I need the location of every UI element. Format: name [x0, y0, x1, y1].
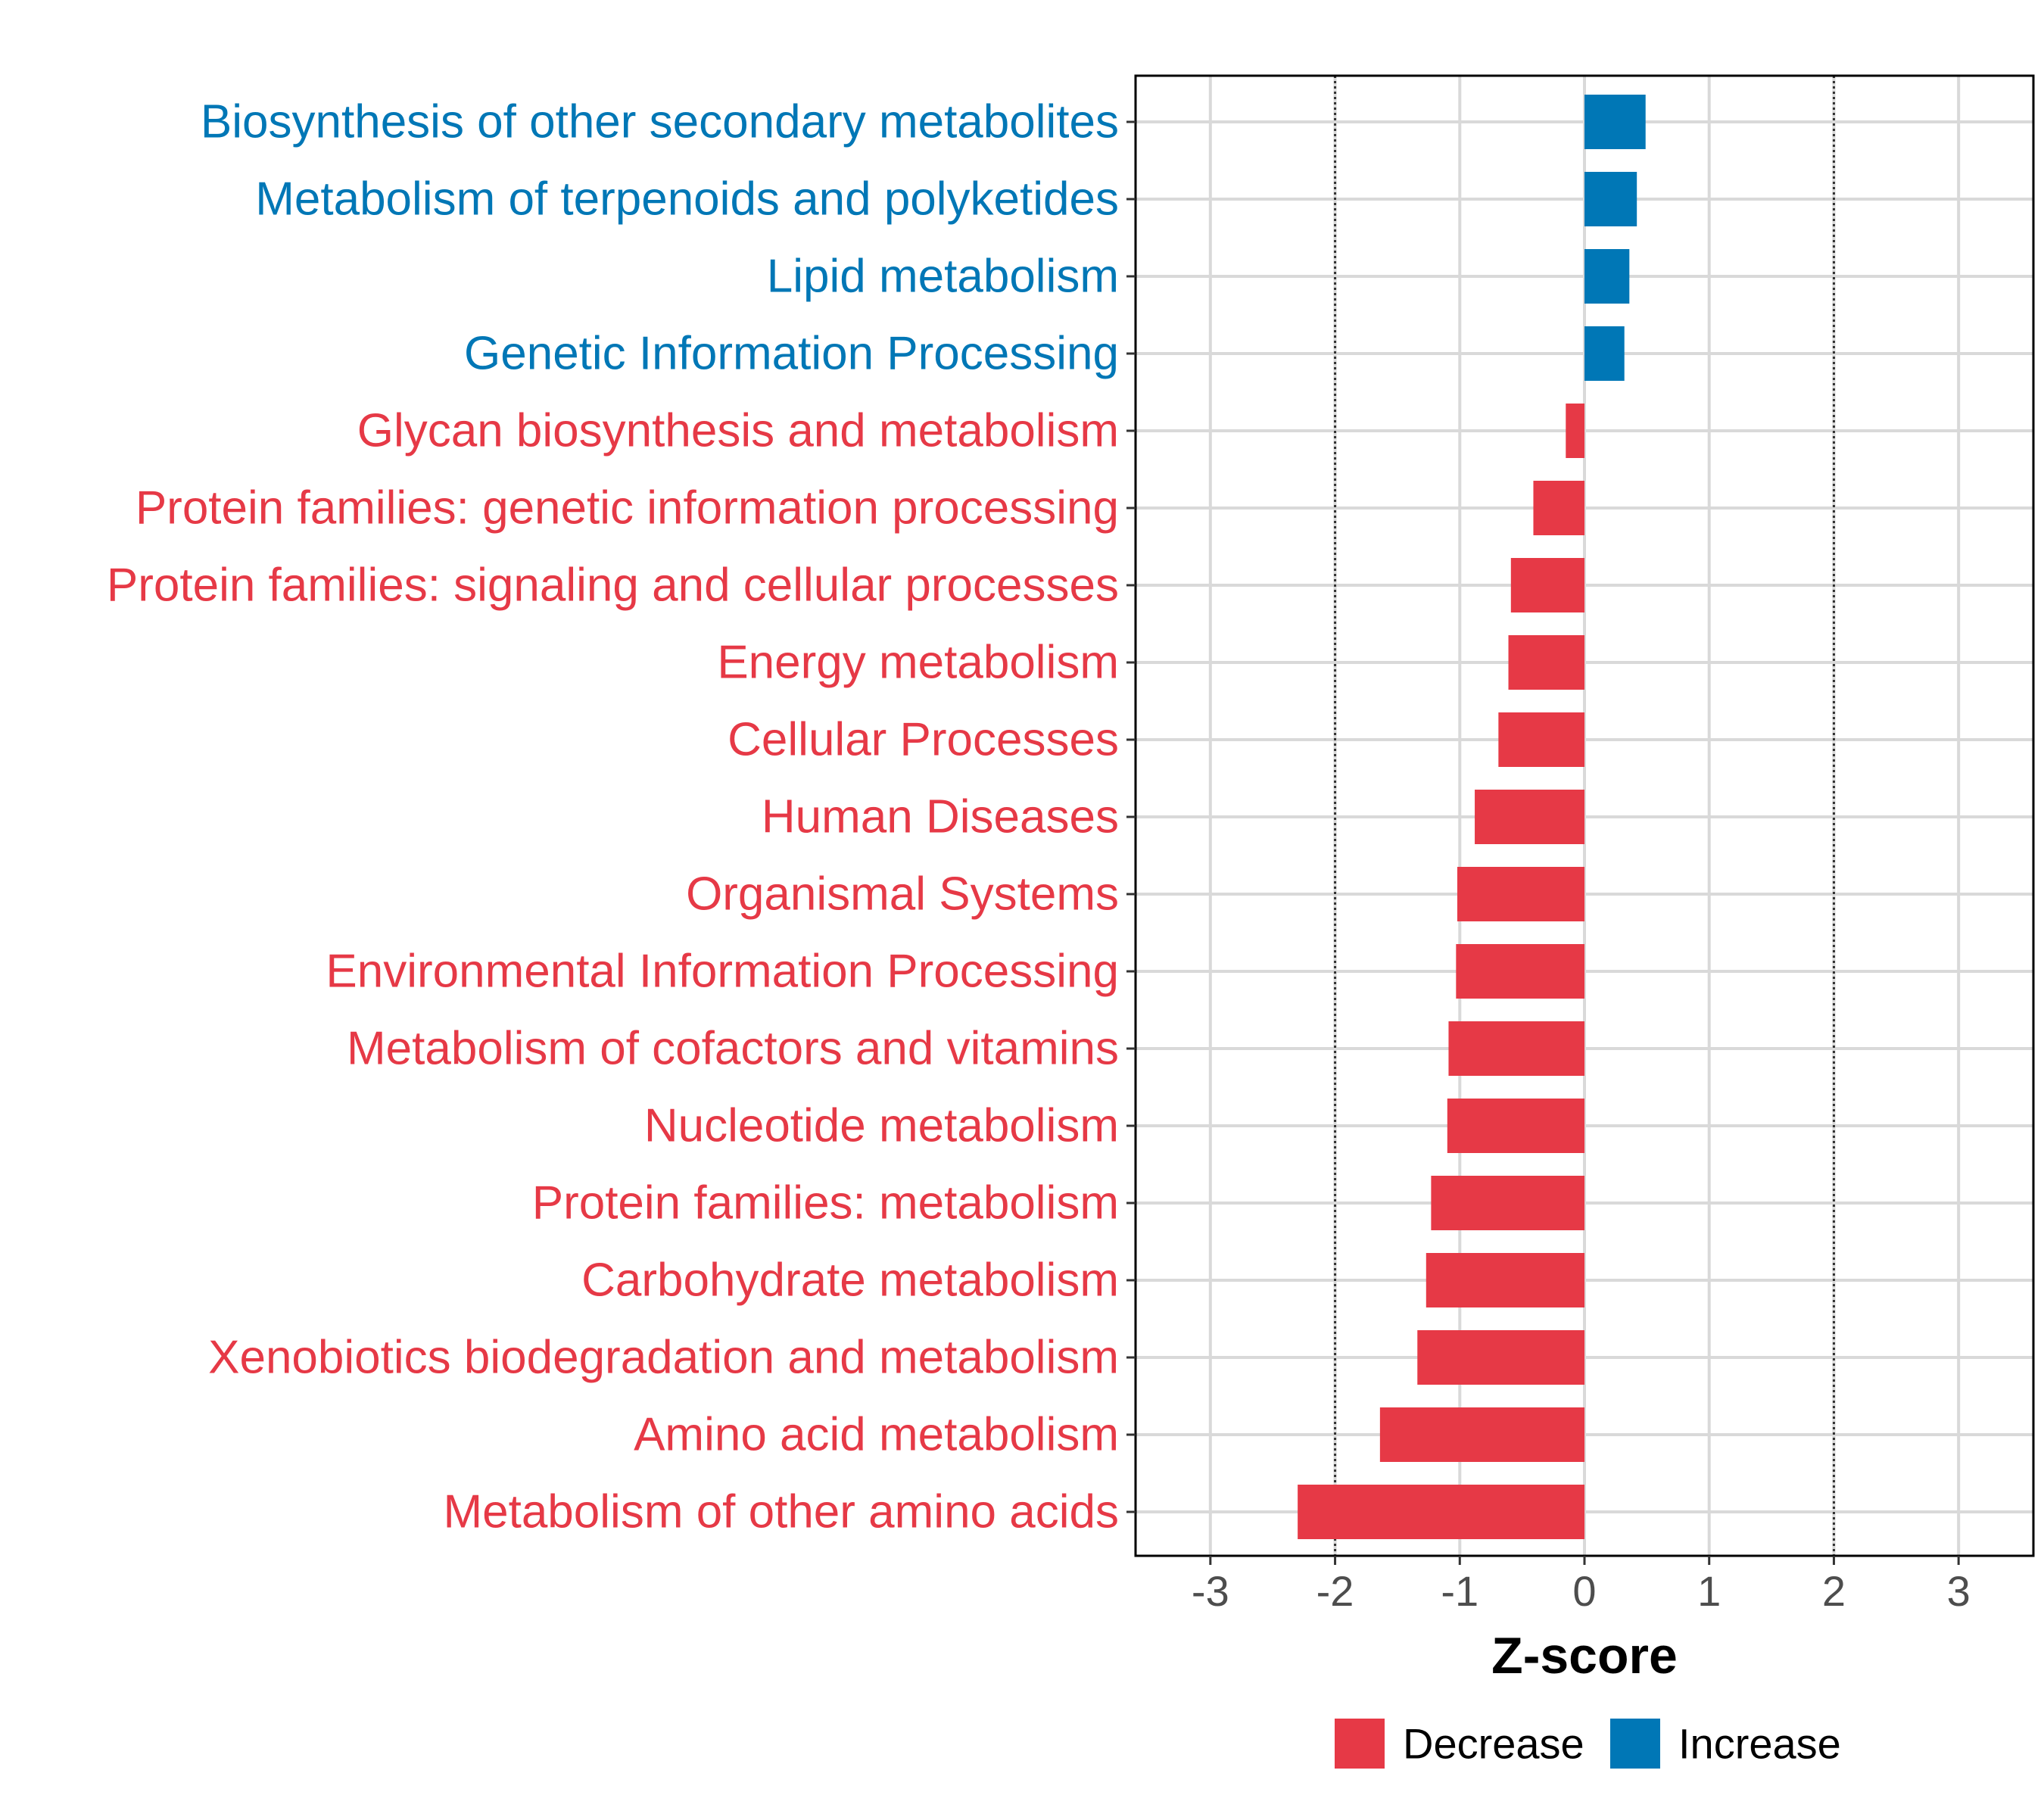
bar — [1475, 790, 1584, 844]
legend-label: Increase — [1678, 1720, 1841, 1768]
category-label: Xenobiotics biodegradation and metabolis… — [208, 1332, 1119, 1384]
category-label: Biosynthesis of other secondary metaboli… — [201, 96, 1119, 148]
x-tick-label: -1 — [1441, 1567, 1478, 1615]
x-tick-label: 0 — [1572, 1567, 1596, 1615]
category-label: Genetic Information Processing — [464, 328, 1119, 380]
category-label: Energy metabolism — [717, 637, 1119, 689]
category-label: Environmental Information Processing — [326, 946, 1119, 998]
legend-swatch — [1335, 1719, 1385, 1769]
y-axis-ticks: Biosynthesis of other secondary metaboli… — [107, 96, 1136, 1538]
category-label: Cellular Processes — [728, 714, 1119, 766]
bar — [1456, 944, 1584, 999]
bar — [1533, 481, 1584, 535]
bar — [1584, 326, 1625, 381]
bar — [1298, 1485, 1584, 1539]
category-label: Human Diseases — [762, 791, 1119, 843]
legend-swatch — [1610, 1719, 1660, 1769]
bar — [1447, 1099, 1584, 1153]
bar — [1417, 1330, 1584, 1385]
category-label: Organismal Systems — [686, 868, 1119, 921]
bar — [1584, 249, 1630, 304]
bar — [1431, 1176, 1584, 1230]
category-label: Protein families: signaling and cellular… — [107, 559, 1119, 612]
bar — [1584, 95, 1646, 149]
category-label: Protein families: genetic information pr… — [136, 482, 1119, 535]
bars — [1298, 95, 1646, 1539]
legend-label: Decrease — [1403, 1720, 1584, 1768]
x-axis-ticks: -3 -2 -1 0 1 2 3 — [1192, 1556, 1971, 1615]
bar — [1457, 867, 1584, 921]
bar — [1584, 172, 1637, 226]
category-label: Amino acid metabolism — [634, 1409, 1119, 1461]
category-label: Glycan biosynthesis and metabolism — [357, 405, 1119, 457]
x-tick-label: -3 — [1192, 1567, 1229, 1615]
category-label: Lipid metabolism — [767, 251, 1119, 303]
bar — [1448, 1021, 1584, 1076]
x-tick-label: -2 — [1316, 1567, 1354, 1615]
bar — [1498, 712, 1584, 767]
category-label: Protein families: metabolism — [532, 1177, 1119, 1230]
category-label: Carbohydrate metabolism — [581, 1254, 1119, 1307]
category-label: Metabolism of cofactors and vitamins — [347, 1023, 1119, 1075]
x-tick-label: 1 — [1697, 1567, 1721, 1615]
category-label: Metabolism of other amino acids — [443, 1486, 1119, 1538]
x-tick-label: 2 — [1822, 1567, 1846, 1615]
legend: Decrease Increase — [1335, 1719, 1841, 1769]
bar — [1426, 1253, 1584, 1307]
bar — [1510, 558, 1584, 612]
category-label: Nucleotide metabolism — [644, 1100, 1119, 1152]
bar — [1566, 404, 1584, 458]
x-axis-title: Z-score — [1491, 1627, 1678, 1685]
category-label: Metabolism of terpenoids and polyketides — [255, 173, 1119, 226]
bar — [1379, 1407, 1584, 1462]
x-tick-label: 3 — [1947, 1567, 1971, 1615]
bar — [1508, 635, 1584, 690]
